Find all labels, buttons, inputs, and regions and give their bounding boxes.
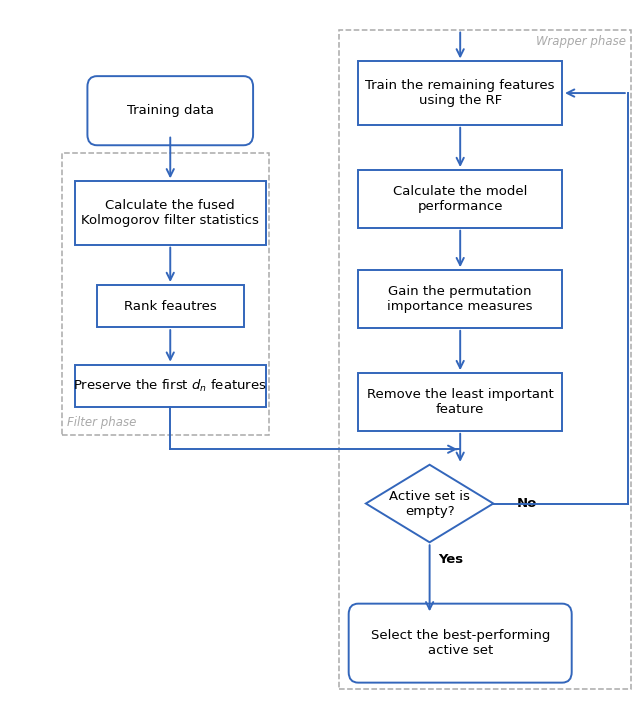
Text: Calculate the model
performance: Calculate the model performance (393, 185, 527, 213)
Text: Wrapper phase: Wrapper phase (536, 35, 626, 47)
FancyBboxPatch shape (358, 270, 562, 328)
FancyBboxPatch shape (97, 285, 244, 327)
Bar (339, 30, 631, 689)
Text: Train the remaining features
using the RF: Train the remaining features using the R… (365, 79, 555, 107)
Text: Filter phase: Filter phase (67, 416, 136, 430)
Polygon shape (366, 464, 493, 542)
Text: Active set is
empty?: Active set is empty? (389, 489, 470, 518)
Text: Gain the permutation
importance measures: Gain the permutation importance measures (387, 285, 533, 313)
Text: Select the best-performing
active set: Select the best-performing active set (371, 629, 550, 657)
FancyBboxPatch shape (88, 76, 253, 145)
FancyBboxPatch shape (75, 365, 266, 407)
Text: Calculate the fused
Kolmogorov filter statistics: Calculate the fused Kolmogorov filter st… (81, 199, 259, 227)
Text: No: No (516, 497, 536, 510)
Bar (62, 153, 269, 435)
FancyBboxPatch shape (75, 181, 266, 245)
Text: Training data: Training data (127, 104, 214, 118)
Text: Rank feautres: Rank feautres (124, 299, 216, 312)
Text: Yes: Yes (438, 553, 463, 566)
FancyBboxPatch shape (358, 170, 562, 228)
Text: Preserve the first $\mathit{d}_{n}$ features: Preserve the first $\mathit{d}_{n}$ feat… (74, 377, 267, 394)
FancyBboxPatch shape (358, 62, 562, 125)
FancyBboxPatch shape (349, 604, 572, 683)
FancyBboxPatch shape (358, 373, 562, 431)
Text: Remove the least important
feature: Remove the least important feature (367, 388, 554, 416)
